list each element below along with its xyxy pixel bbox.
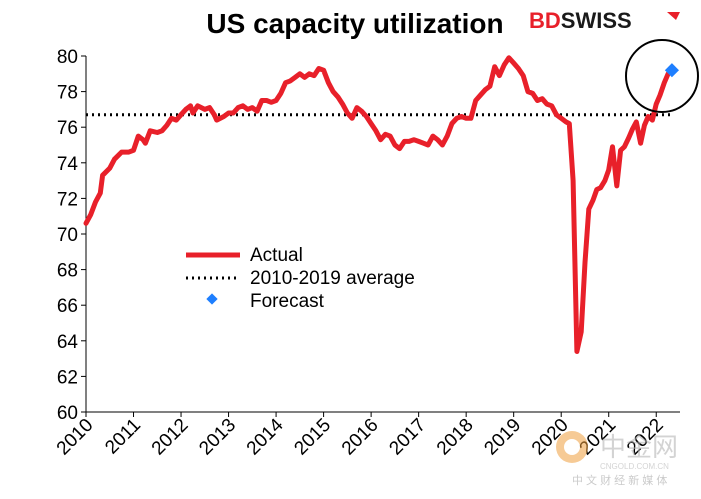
highlight-circle [625, 39, 699, 113]
x-tick-label: 2013 [195, 415, 240, 460]
x-tick-label: 2018 [433, 415, 478, 460]
y-tick-label: 70 [57, 225, 78, 246]
brand-logo-swoosh-icon [667, 12, 680, 20]
x-tick-label: 2016 [338, 415, 383, 460]
y-tick-label: 80 [57, 47, 78, 68]
brand-logo: BDSWISS [529, 8, 680, 33]
watermark-sub2: 中 文 财 经 新 媒 体 [572, 473, 667, 487]
forecast-point [664, 63, 679, 78]
y-tick-label: 78 [57, 83, 78, 104]
x-tick-label: 2014 [243, 414, 288, 459]
legend-actual-label: Actual [250, 245, 303, 266]
legend-average-label: 2010-2019 average [250, 268, 415, 289]
x-tick-label: 2015 [290, 415, 335, 460]
y-tick-label: 66 [57, 296, 78, 317]
watermark-sub1: CNGOLD.COM.CN [600, 462, 669, 471]
forecast-group [664, 63, 679, 78]
y-tick-label: 68 [57, 261, 78, 282]
x-tick-label: 2012 [148, 415, 193, 460]
y-tick-label: 76 [57, 118, 78, 139]
series-group [83, 55, 671, 354]
watermark-main: 中金网 [600, 432, 678, 462]
chart-title: US capacity utilization [206, 8, 503, 39]
legend-forecast-swatch [206, 293, 218, 305]
x-tick-label: 2011 [101, 415, 145, 459]
legend: Actual 2010-2019 average Forecast [186, 245, 415, 312]
actual-series-line [83, 55, 671, 354]
y-tick-label: 64 [57, 332, 79, 353]
brand-logo-bd: BDSWISS [529, 8, 632, 33]
y-tick-label: 62 [57, 367, 78, 388]
y-tick-label: 74 [57, 154, 79, 175]
watermark-logo-inner-icon [564, 439, 580, 455]
y-tick-label: 60 [57, 403, 78, 424]
y-tick-label: 72 [57, 189, 78, 210]
x-tick-label: 2017 [385, 415, 430, 460]
watermark: 中金网 CNGOLD.COM.CN 中 文 财 经 新 媒 体 [556, 431, 678, 487]
legend-forecast-label: Forecast [250, 291, 325, 312]
x-tick-label: 2019 [480, 415, 525, 460]
